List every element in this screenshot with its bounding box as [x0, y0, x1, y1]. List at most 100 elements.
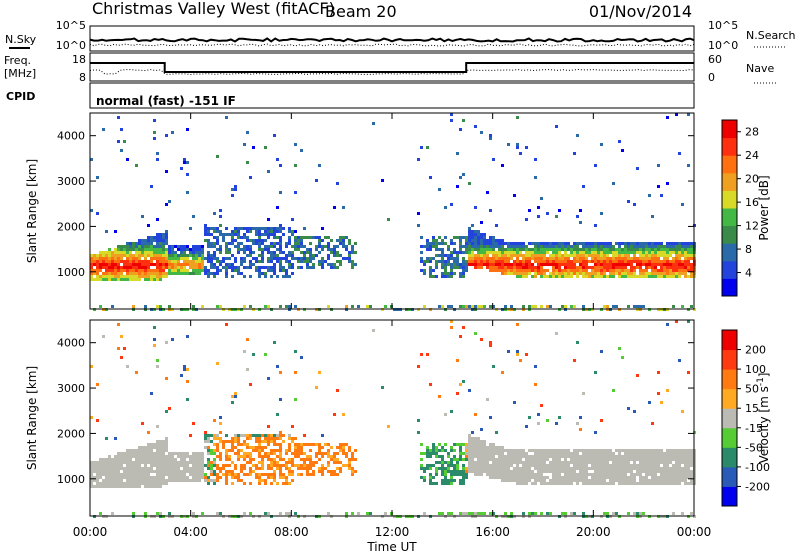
- power-cell: [588, 242, 591, 245]
- velocity-cell: [135, 452, 138, 455]
- power-cell: [123, 254, 126, 257]
- power-cell: [675, 113, 678, 116]
- power-cell: [591, 242, 594, 245]
- power-cell: [294, 143, 297, 146]
- velocity-cell: [486, 464, 489, 467]
- power-cell: [138, 266, 141, 269]
- power-cell: [171, 260, 174, 263]
- power-cell: [579, 266, 582, 269]
- power-cell: [117, 116, 120, 119]
- velocity-cell: [288, 458, 291, 461]
- power-cell: [321, 227, 324, 230]
- velocity-cell: [315, 443, 318, 446]
- power-cell: [597, 260, 600, 263]
- power-cell: [624, 272, 627, 275]
- power-cell: [105, 269, 108, 272]
- power-cell: [477, 239, 480, 242]
- velocity-cell: [672, 458, 675, 461]
- velocity-cell: [597, 455, 600, 458]
- power-cell: [471, 254, 474, 257]
- velocity-cell: [525, 461, 528, 464]
- velocity-cell: [477, 452, 480, 455]
- velocity-cell: [444, 482, 447, 485]
- velocity-cell: [270, 461, 273, 464]
- power-cell: [663, 263, 666, 266]
- noise-sky-label: N.Sky: [5, 33, 37, 46]
- velocity-cell: [543, 455, 546, 458]
- power-cell: [153, 272, 156, 275]
- power-cell: [516, 116, 519, 119]
- velocity-cell: [270, 467, 273, 470]
- velocity-cell: [687, 464, 690, 467]
- velocity-cell: [213, 470, 216, 473]
- power-cell: [519, 251, 522, 254]
- power-cell: [474, 242, 477, 245]
- velocity-cell: [507, 479, 510, 482]
- power-cell: [222, 239, 225, 242]
- power-cell: [144, 257, 147, 260]
- power-cell: [585, 257, 588, 260]
- power-cell: [654, 275, 657, 278]
- velocity-cell: [303, 443, 306, 446]
- velocity-cell: [270, 464, 273, 467]
- velocity-cell: [99, 470, 102, 473]
- velocity-cell: [156, 479, 159, 482]
- power-cell: [534, 158, 537, 161]
- velocity-cell: [183, 458, 186, 461]
- velocity-cell: [132, 485, 135, 488]
- power-cell: [225, 272, 228, 275]
- power-cell: [525, 272, 528, 275]
- velocity-cell: [156, 425, 159, 428]
- power-cell: [345, 245, 348, 248]
- power-cell: [255, 239, 258, 242]
- power-cell: [594, 254, 597, 257]
- velocity-cell: [309, 461, 312, 464]
- velocity-cell: [180, 476, 183, 479]
- velocity-cell: [423, 476, 426, 479]
- velocity-cell: [150, 479, 153, 482]
- power-cell: [222, 257, 225, 260]
- velocity-cell: [285, 452, 288, 455]
- power-cell: [198, 269, 201, 272]
- velocity-cell: [168, 473, 171, 476]
- power-cell: [564, 254, 567, 257]
- velocity-cell: [264, 512, 267, 515]
- velocity-cell: [117, 482, 120, 485]
- velocity-cell: [249, 383, 252, 386]
- velocity-cell: [285, 449, 288, 452]
- velocity-cell: [159, 455, 162, 458]
- velocity-cell: [594, 482, 597, 485]
- velocity-cell: [168, 455, 171, 458]
- power-cell: [624, 254, 627, 257]
- velocity-cell: [555, 464, 558, 467]
- velocity-cell: [177, 455, 180, 458]
- velocity-cell: [318, 446, 321, 449]
- power-cell: [570, 248, 573, 251]
- power-cell: [315, 236, 318, 239]
- velocity-cell: [507, 350, 510, 353]
- velocity-cell: [249, 482, 252, 485]
- power-cell: [237, 233, 240, 236]
- velocity-cell: [456, 467, 459, 470]
- power-cell: [558, 275, 561, 278]
- velocity-cell: [639, 464, 642, 467]
- power-cell: [192, 266, 195, 269]
- velocity-cell: [105, 458, 108, 461]
- power-cell: [678, 251, 681, 254]
- velocity-cell: [660, 479, 663, 482]
- power-cell: [573, 272, 576, 275]
- velocity-cell: [597, 452, 600, 455]
- power-cell: [462, 305, 465, 308]
- power-cell: [462, 269, 465, 272]
- velocity-cell: [108, 479, 111, 482]
- power-cell: [513, 269, 516, 272]
- velocity-cell: [492, 449, 495, 452]
- velocity-cell: [348, 458, 351, 461]
- power-cell: [462, 272, 465, 275]
- velocity-cell: [555, 467, 558, 470]
- power-cell: [138, 257, 141, 260]
- velocity-cell: [456, 443, 459, 446]
- velocity-cell: [159, 446, 162, 449]
- velocity-cell: [162, 470, 165, 473]
- velocity-cell: [540, 512, 543, 515]
